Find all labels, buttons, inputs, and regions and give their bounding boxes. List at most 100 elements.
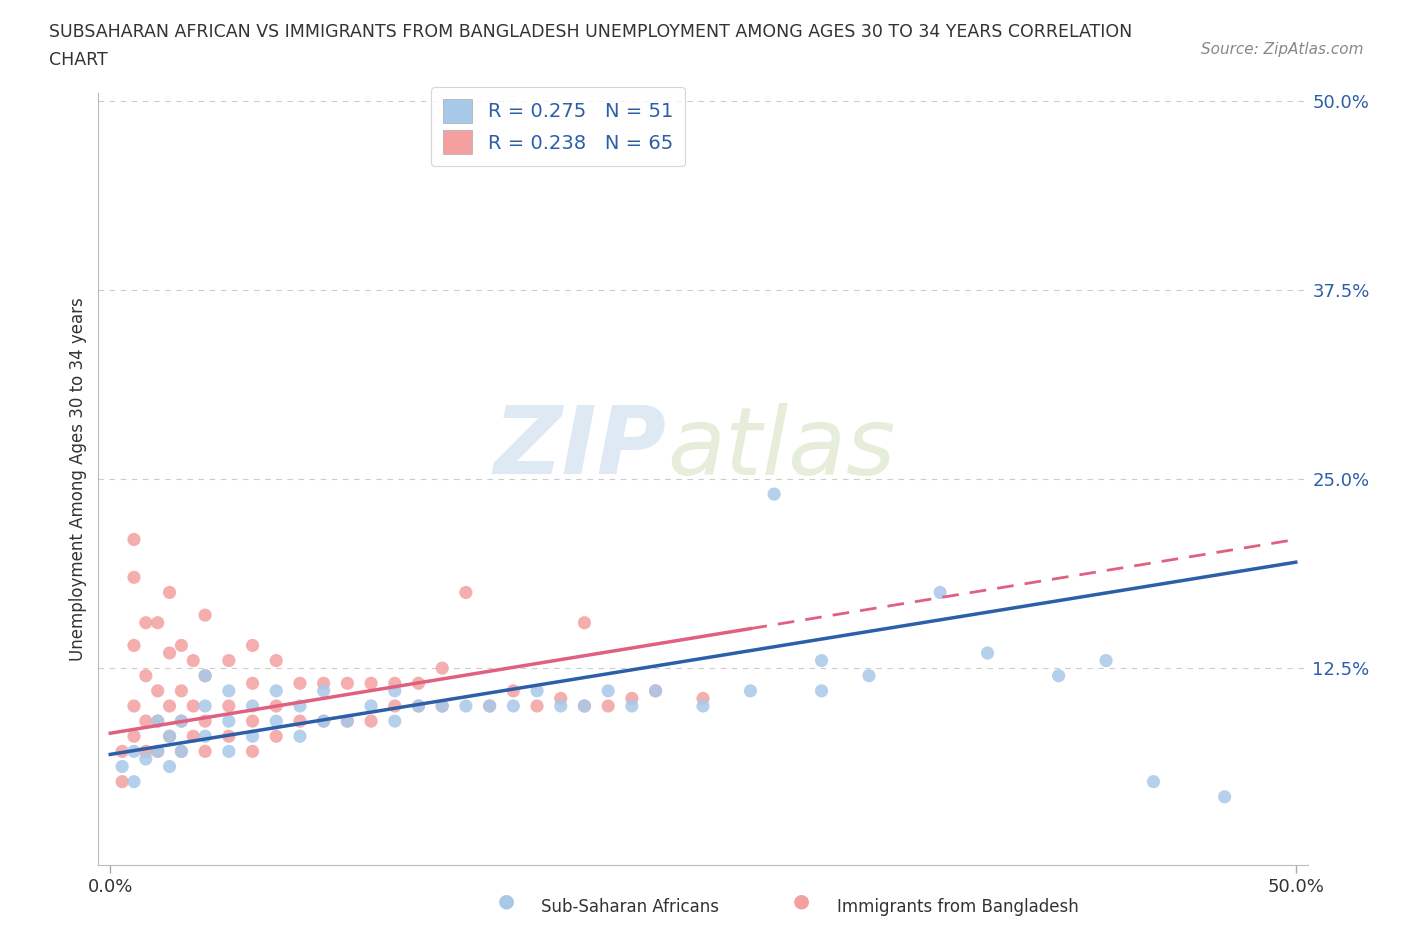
Text: ●: ●	[793, 892, 810, 910]
Point	[763, 486, 786, 501]
Point	[159, 645, 181, 660]
Point	[526, 684, 548, 698]
Point	[384, 676, 406, 691]
Point	[218, 698, 240, 713]
Point	[312, 713, 335, 728]
Point	[135, 751, 157, 766]
Point	[644, 684, 666, 698]
Point	[574, 698, 596, 713]
Point	[111, 774, 134, 789]
Point	[111, 744, 134, 759]
Point	[336, 713, 359, 728]
Point	[122, 744, 145, 759]
Point	[264, 698, 287, 713]
Point	[181, 653, 204, 668]
Point	[454, 585, 477, 600]
Point	[242, 638, 264, 653]
Point	[408, 676, 430, 691]
Point	[454, 698, 477, 713]
Point	[242, 713, 264, 728]
Point	[170, 684, 193, 698]
Point	[312, 713, 335, 728]
Point	[218, 713, 240, 728]
Point	[312, 676, 335, 691]
Point	[1047, 669, 1070, 684]
Point	[976, 645, 998, 660]
Point	[242, 729, 264, 744]
Point	[1095, 653, 1118, 668]
Point	[620, 691, 643, 706]
Point	[740, 684, 762, 698]
Point	[146, 713, 169, 728]
Point	[146, 713, 169, 728]
Point	[929, 585, 952, 600]
Point	[336, 713, 359, 728]
Point	[478, 698, 501, 713]
Point	[122, 729, 145, 744]
Point	[336, 676, 359, 691]
Text: Source: ZipAtlas.com: Source: ZipAtlas.com	[1201, 42, 1364, 57]
Point	[598, 684, 620, 698]
Point	[135, 616, 157, 631]
Point	[159, 729, 181, 744]
Point	[159, 759, 181, 774]
Point	[574, 616, 596, 631]
Point	[312, 684, 335, 698]
Point	[288, 676, 311, 691]
Point	[502, 684, 524, 698]
Point	[1213, 790, 1236, 804]
Point	[122, 774, 145, 789]
Point	[478, 698, 501, 713]
Point	[170, 638, 193, 653]
Point	[408, 698, 430, 713]
Point	[146, 616, 169, 631]
Point	[360, 713, 382, 728]
Text: Immigrants from Bangladesh: Immigrants from Bangladesh	[837, 897, 1078, 916]
Point	[644, 684, 666, 698]
Point	[170, 713, 193, 728]
Point	[384, 713, 406, 728]
Point	[159, 585, 181, 600]
Point	[550, 691, 572, 706]
Point	[194, 698, 217, 713]
Legend: R = 0.275   N = 51, R = 0.238   N = 65: R = 0.275 N = 51, R = 0.238 N = 65	[432, 87, 685, 166]
Point	[526, 698, 548, 713]
Point	[432, 698, 454, 713]
Point	[620, 698, 643, 713]
Point	[242, 676, 264, 691]
Point	[218, 744, 240, 759]
Point	[432, 698, 454, 713]
Point	[692, 691, 714, 706]
Point	[288, 729, 311, 744]
Point	[360, 698, 382, 713]
Point	[111, 759, 134, 774]
Point	[122, 698, 145, 713]
Point	[218, 729, 240, 744]
Text: SUBSAHARAN AFRICAN VS IMMIGRANTS FROM BANGLADESH UNEMPLOYMENT AMONG AGES 30 TO 3: SUBSAHARAN AFRICAN VS IMMIGRANTS FROM BA…	[49, 23, 1132, 41]
Text: ●: ●	[498, 892, 515, 910]
Point	[194, 669, 217, 684]
Point	[574, 698, 596, 713]
Point	[810, 653, 832, 668]
Point	[264, 653, 287, 668]
Point	[194, 729, 217, 744]
Point	[122, 638, 145, 653]
Point	[384, 684, 406, 698]
Point	[264, 684, 287, 698]
Point	[146, 684, 169, 698]
Point	[194, 607, 217, 622]
Point	[170, 713, 193, 728]
Point	[598, 698, 620, 713]
Point	[146, 744, 169, 759]
Point	[135, 744, 157, 759]
Text: atlas: atlas	[666, 403, 896, 494]
Point	[858, 669, 880, 684]
Point	[242, 698, 264, 713]
Point	[170, 744, 193, 759]
Y-axis label: Unemployment Among Ages 30 to 34 years: Unemployment Among Ages 30 to 34 years	[69, 297, 87, 661]
Point	[218, 653, 240, 668]
Point	[1142, 774, 1164, 789]
Point	[264, 729, 287, 744]
Point	[432, 660, 454, 675]
Point	[146, 744, 169, 759]
